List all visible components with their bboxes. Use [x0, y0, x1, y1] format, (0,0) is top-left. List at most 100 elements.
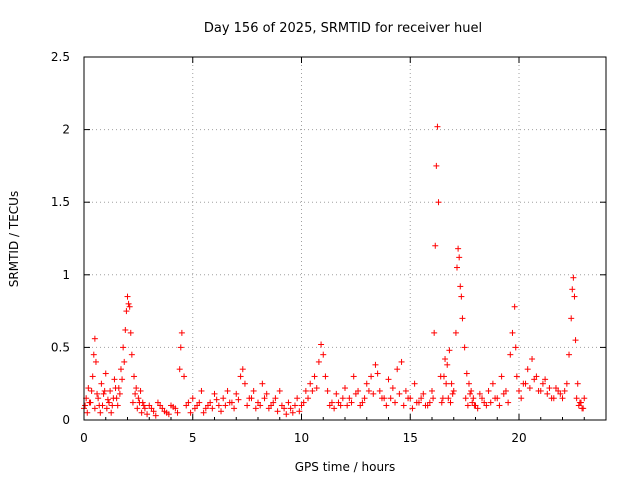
data-point — [566, 351, 573, 358]
data-point — [535, 387, 542, 394]
data-point — [261, 395, 268, 402]
data-point — [144, 411, 151, 418]
data-point — [548, 395, 555, 402]
data-point — [389, 385, 396, 392]
data-point — [539, 380, 546, 387]
data-point — [529, 356, 536, 363]
data-point — [103, 405, 110, 412]
x-axis-label: GPS time / hours — [295, 460, 396, 474]
data-point — [107, 387, 114, 394]
data-point — [90, 351, 97, 358]
data-point — [557, 390, 564, 397]
data-point — [463, 370, 470, 377]
data-point — [300, 399, 307, 406]
data-point — [117, 366, 124, 373]
data-point — [116, 390, 123, 397]
data-point — [335, 399, 342, 406]
data-point — [132, 390, 139, 397]
data-point — [138, 409, 145, 416]
data-point — [239, 366, 246, 373]
data-point — [432, 242, 439, 249]
data-point — [518, 395, 525, 402]
data-point — [429, 387, 435, 394]
data-point — [224, 387, 231, 394]
data-point — [191, 405, 198, 412]
data-point — [100, 390, 107, 397]
y-tick-label: 0.5 — [51, 340, 70, 354]
y-tick-label: 2 — [62, 123, 70, 137]
data-point — [112, 385, 119, 392]
plot-frame — [83, 56, 607, 421]
data-point — [91, 335, 98, 342]
grid-layer — [84, 57, 606, 420]
data-point — [577, 399, 584, 406]
data-point — [204, 402, 211, 409]
data-point — [426, 399, 433, 406]
data-point — [574, 380, 581, 387]
data-point — [136, 399, 143, 406]
data-point — [170, 403, 177, 410]
data-point — [276, 387, 283, 394]
data-point — [309, 387, 316, 394]
data-point — [161, 408, 168, 415]
x-tick-label: 5 — [189, 431, 197, 445]
data-point — [487, 399, 494, 406]
data-point — [313, 385, 320, 392]
x-tick-label: 20 — [511, 431, 526, 445]
data-point — [507, 351, 514, 358]
data-point — [88, 387, 95, 394]
data-point — [444, 361, 451, 368]
data-point — [361, 395, 368, 402]
data-point — [259, 380, 266, 387]
data-point — [272, 395, 279, 402]
data-point — [552, 385, 559, 392]
data-point — [445, 395, 452, 402]
data-point — [122, 326, 129, 333]
data-point — [109, 402, 116, 409]
data-point — [500, 390, 507, 397]
data-point — [489, 380, 496, 387]
data-point — [561, 387, 568, 394]
data-point — [467, 390, 474, 397]
data-point — [270, 399, 277, 406]
data-point — [82, 402, 89, 409]
data-point — [318, 341, 325, 348]
data-point — [274, 408, 281, 415]
data-point — [462, 395, 469, 402]
data-point — [450, 387, 457, 394]
data-point — [86, 399, 93, 406]
data-point — [98, 380, 105, 387]
data-point — [439, 395, 446, 402]
data-point — [222, 402, 229, 409]
data-point — [505, 399, 512, 406]
data-point — [420, 390, 427, 397]
data-point — [398, 358, 405, 365]
data-point — [283, 411, 290, 418]
data-point — [559, 395, 566, 402]
data-point — [542, 376, 549, 383]
data-point — [339, 395, 346, 402]
data-point — [524, 366, 531, 373]
data-point — [95, 395, 102, 402]
data-point — [435, 199, 442, 206]
data-point — [468, 387, 475, 394]
data-point — [522, 380, 529, 387]
data-point — [350, 373, 357, 380]
data-point — [344, 402, 351, 409]
data-point — [544, 390, 551, 397]
x-tick-label: 10 — [294, 431, 309, 445]
data-point — [165, 411, 172, 418]
data-point — [294, 395, 301, 402]
data-point — [572, 337, 579, 344]
data-point — [311, 373, 318, 380]
data-point — [485, 387, 492, 394]
data-point — [438, 399, 445, 406]
data-point — [220, 395, 227, 402]
data-point — [512, 344, 519, 351]
data-point — [84, 409, 91, 416]
data-point — [413, 399, 420, 406]
y-axis-label: SRMTID / TECUs — [7, 191, 21, 287]
data-point — [457, 283, 464, 290]
data-point — [287, 405, 294, 412]
data-point — [400, 402, 407, 409]
